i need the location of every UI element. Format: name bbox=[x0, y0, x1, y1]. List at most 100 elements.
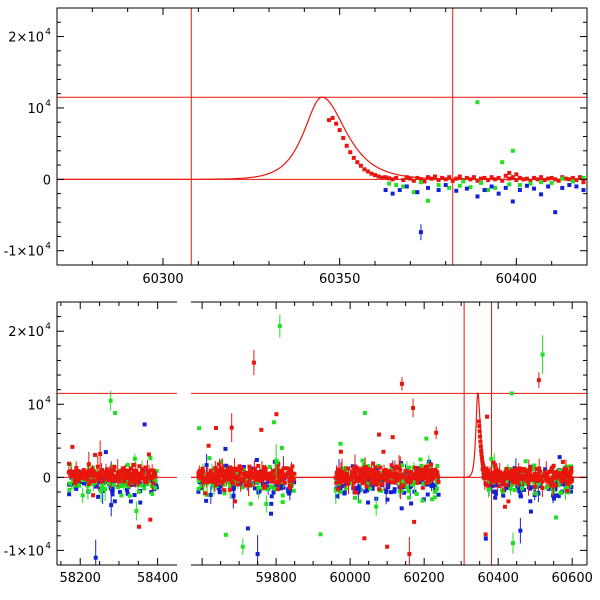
red-data-point bbox=[520, 467, 525, 472]
red-data-point bbox=[201, 469, 206, 474]
red-data-point bbox=[394, 475, 399, 480]
blue-data-point bbox=[425, 492, 430, 497]
green-data-point bbox=[80, 493, 85, 498]
red-data-point bbox=[101, 470, 106, 475]
red-data-point bbox=[275, 474, 280, 479]
red-data-point bbox=[435, 474, 440, 479]
green-data-point bbox=[532, 463, 537, 468]
green-data-point bbox=[407, 495, 412, 500]
blue-data-point bbox=[358, 487, 363, 492]
blue-data-point bbox=[532, 186, 536, 191]
green-data-point bbox=[549, 180, 554, 185]
red-data-point bbox=[432, 474, 437, 479]
green-data-point bbox=[67, 487, 72, 492]
red-data-point bbox=[227, 487, 232, 492]
y-tick-label: -1×10 bbox=[4, 544, 44, 559]
red-data-point bbox=[196, 471, 201, 476]
red-data-point bbox=[354, 474, 359, 479]
red-data-point bbox=[538, 476, 543, 481]
red-data-point bbox=[514, 172, 519, 177]
red-data-point bbox=[76, 478, 81, 483]
red-data-point bbox=[237, 474, 242, 479]
red-data-point bbox=[544, 472, 549, 477]
green-data-point bbox=[519, 480, 524, 485]
blue-data-point bbox=[204, 498, 209, 503]
red-data-point bbox=[377, 432, 382, 437]
red-data-point bbox=[477, 429, 482, 434]
green-data-point bbox=[235, 472, 240, 477]
green-data-point bbox=[343, 486, 348, 491]
red-data-point bbox=[372, 481, 377, 486]
red-data-point bbox=[498, 470, 503, 475]
red-data-point bbox=[76, 474, 81, 479]
red-data-point bbox=[404, 477, 409, 482]
red-data-point bbox=[360, 466, 365, 471]
red-data-point bbox=[291, 476, 296, 481]
red-data-point bbox=[232, 499, 237, 504]
red-data-point bbox=[222, 488, 227, 493]
green-data-point bbox=[146, 479, 151, 484]
green-data-point bbox=[201, 482, 206, 487]
x-tick-label: 59800 bbox=[255, 571, 296, 586]
green-data-point bbox=[486, 487, 491, 492]
green-data-point bbox=[134, 508, 139, 513]
red-data-point bbox=[137, 464, 142, 469]
blue-data-point bbox=[501, 493, 506, 498]
red-data-point bbox=[510, 474, 515, 479]
red-data-point bbox=[555, 475, 560, 480]
red-data-point bbox=[288, 467, 293, 472]
red-data-point bbox=[541, 474, 546, 479]
red-data-point bbox=[206, 443, 211, 448]
green-data-point bbox=[148, 456, 153, 461]
blue-data-point bbox=[553, 210, 558, 215]
red-data-point bbox=[450, 178, 455, 183]
red-data-point bbox=[327, 118, 332, 123]
red-data-point bbox=[489, 175, 494, 180]
blue-data-point bbox=[493, 495, 498, 500]
red-data-point bbox=[377, 472, 382, 477]
red-data-point bbox=[507, 170, 512, 175]
red-data-point bbox=[204, 478, 209, 483]
red-data-point bbox=[406, 474, 411, 479]
red-data-point bbox=[373, 465, 378, 470]
red-data-point bbox=[140, 470, 145, 475]
red-data-point bbox=[236, 467, 241, 472]
green-data-point bbox=[424, 436, 429, 441]
red-data-point bbox=[486, 468, 491, 473]
blue-data-point bbox=[252, 486, 257, 491]
red-data-point bbox=[224, 469, 229, 474]
red-data-point bbox=[247, 464, 252, 469]
red-data-point bbox=[72, 475, 77, 480]
blue-data-point bbox=[383, 188, 388, 193]
red-data-point bbox=[200, 466, 205, 471]
blue-data-point bbox=[426, 185, 430, 190]
green-data-point bbox=[560, 176, 565, 181]
green-data-point bbox=[99, 485, 104, 490]
red-data-point bbox=[493, 177, 498, 182]
red-data-point bbox=[479, 455, 484, 460]
red-data-point bbox=[565, 481, 570, 486]
green-data-point bbox=[479, 180, 483, 185]
green-data-point bbox=[566, 464, 571, 469]
green-data-point bbox=[248, 501, 253, 506]
red-data-point bbox=[479, 176, 483, 181]
green-data-point bbox=[394, 183, 399, 188]
red-data-point bbox=[377, 487, 382, 492]
red-data-point bbox=[429, 472, 434, 477]
red-data-point bbox=[338, 449, 343, 454]
green-data-point bbox=[274, 458, 279, 463]
green-data-point bbox=[153, 479, 158, 484]
red-data-point bbox=[102, 476, 107, 481]
blue-data-point bbox=[517, 489, 522, 494]
red-data-point bbox=[132, 468, 137, 473]
red-data-point bbox=[284, 466, 289, 471]
blue-data-point bbox=[493, 483, 498, 488]
red-data-point bbox=[277, 479, 282, 484]
red-data-point bbox=[361, 473, 366, 478]
green-data-point bbox=[219, 459, 224, 464]
red-data-point bbox=[510, 175, 515, 180]
green-data-point bbox=[338, 441, 343, 446]
x-tick-label: 60350 bbox=[319, 272, 360, 287]
red-data-point bbox=[422, 473, 427, 478]
red-data-point bbox=[267, 474, 272, 479]
